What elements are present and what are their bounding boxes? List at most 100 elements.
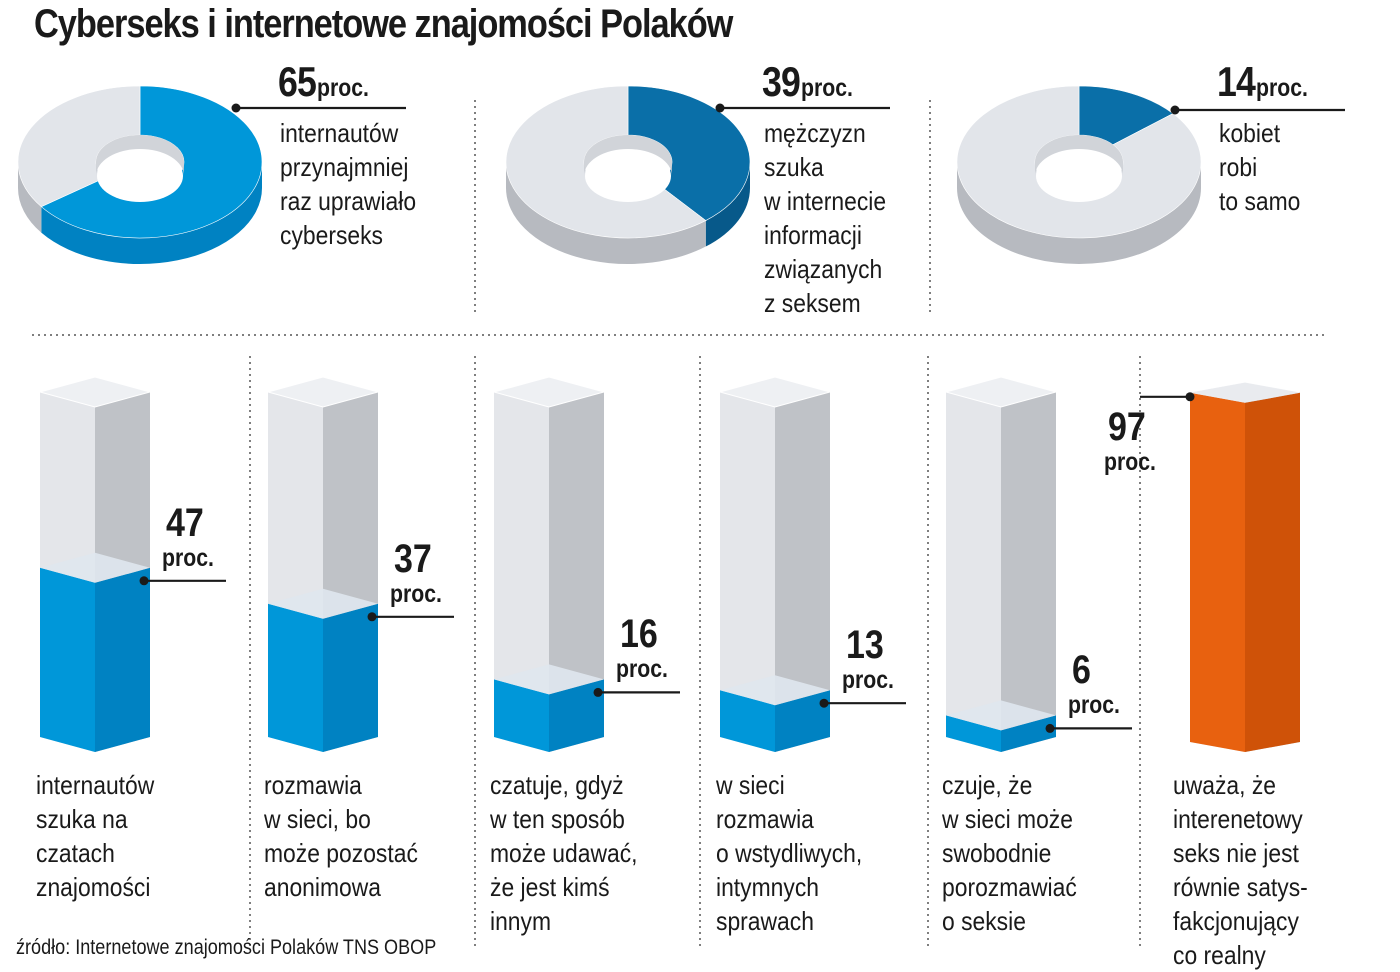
donut-percent: 14proc. [1217,58,1317,106]
description-line: anonimowa [264,872,382,902]
bar-empty-front [720,392,775,752]
description-line: interenetowy [1173,804,1303,834]
bar-fill-side [95,567,150,752]
description-line: seks nie jest [1173,838,1299,868]
bar-unit-label: proc. [390,579,442,608]
leader-dot [1185,392,1195,402]
description-line: innym [490,906,552,936]
donut-slice-rest-side [505,162,706,264]
bar-fill-top [268,588,378,619]
description-line: czatuje, gdyż [490,770,624,800]
bar-16 [492,376,680,752]
bar-unit-label: proc. [842,666,894,695]
description-line: rozmawia [716,804,814,834]
description-line: może udawać, [490,838,638,868]
donut-chart-65 [17,85,406,264]
donut-hole-wall [1035,135,1123,176]
description-line: to samo [1219,186,1301,216]
bar-13 [718,376,906,752]
description-line: czuje, że [942,770,1033,800]
description-line: że jest kimś [490,872,610,902]
donut-value-label: 14 [1217,58,1256,105]
bar-fill-front [494,679,549,752]
description-line: o wstydliwych, [716,838,863,868]
bar-fill-side [775,690,830,752]
description-line: internautów [36,770,155,800]
bar-value-label: 16 [620,612,658,657]
donut-slice-value-side [41,162,262,264]
description-line: czatach [36,838,115,868]
leader-dot [593,687,603,697]
description-line: informacji [764,220,862,250]
bar-top-cap [38,376,152,408]
description-line: mężczyzn [764,118,866,148]
donut-unit-label: proc. [316,74,369,102]
leader-dot [715,103,725,113]
bar-empty-side [549,392,604,752]
description-line: w ten sposób [490,804,625,834]
bar-fill-side [1245,392,1300,752]
bar-top-cap [266,376,380,408]
leader-dot [231,103,241,113]
bar-unit-label: proc. [616,655,668,684]
description-line: w sieci [716,770,785,800]
description-line: znajomości [36,872,151,902]
description-line: w sieci, bo [264,804,371,834]
description-line: związanych [764,254,883,284]
donut-percent: 65proc. [278,58,378,106]
bar-empty-front [946,392,1001,752]
bar-unit-label: proc. [1104,447,1156,476]
description-line: sprawach [716,906,814,936]
description-line: co realny [1173,940,1266,970]
description-line: w sieci może [942,804,1073,834]
donut-hole-wall [584,135,672,176]
description-line: szuka [764,152,824,182]
bar-37 [266,376,454,752]
description-line: swobodnie [942,838,1052,868]
donut-slice-rest-side [18,162,42,233]
bar-fill-top [40,552,150,583]
bar-97 [1140,381,1301,752]
bar-fill-side [1001,715,1056,752]
bar-6 [944,376,1132,752]
bar-unit-label: proc. [162,543,214,572]
donut-description: kobiet robi to samo [1219,116,1300,218]
donut-unit-label: proc. [1255,74,1308,102]
donut-unit-label: proc. [800,74,853,102]
bar-description: czatuje, gdyż w ten sposób może udawać, że … [490,768,638,938]
donut-slice-rest-side [957,162,1201,264]
donut-chart-14 [956,85,1345,264]
chart-title: Cyberseks i internetowe znajomości Polak… [34,2,733,46]
bar-fill-top [1190,382,1300,403]
donut-slice-value-side [705,162,750,247]
bar-top-cap [944,376,1058,408]
bar-fill-top [720,675,830,706]
bar-fill-front [720,690,775,752]
bar-fill-top [494,664,604,695]
bar-top-cap [718,376,832,408]
donut-value-label: 39 [762,58,801,105]
description-line: szuka na [36,804,128,834]
bar-value-label: 97 [1108,404,1146,449]
leader-dot [1045,723,1055,733]
leader-dot [1170,105,1180,115]
bar-description: internautów szuka na czatach znajomości [36,768,154,904]
description-line: może pozostać [264,838,418,868]
donut-percent: 39proc. [762,58,862,106]
description-line: robi [1219,152,1258,182]
leader-dot [139,576,149,586]
bar-empty-side [775,392,830,752]
donut-value-label: 65 [278,58,317,105]
description-line: równie satys- [1173,872,1308,902]
bar-fill-front [268,603,323,752]
bar-47 [38,376,226,752]
leader-dot [367,612,377,622]
description-line: o seksie [942,906,1026,936]
bar-description: w sieci rozmawia o wstydliwych, intymnych sp… [716,768,862,938]
description-line: rozmawia [264,770,362,800]
bar-fill-front [946,715,1001,752]
bar-empty-side [1001,392,1056,752]
bar-fill-front [1190,392,1245,752]
description-line: porozmawiać [942,872,1077,902]
description-line: kobiet [1219,118,1281,148]
